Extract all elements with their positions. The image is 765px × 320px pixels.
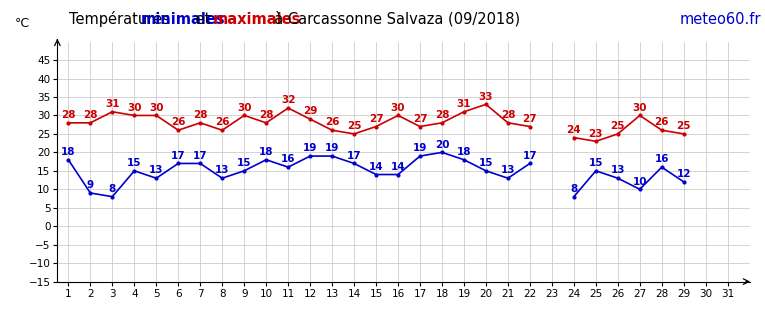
Text: 17: 17 — [347, 151, 361, 161]
Text: 28: 28 — [61, 110, 76, 120]
Text: 25: 25 — [610, 121, 625, 131]
Text: 17: 17 — [193, 151, 207, 161]
Text: 13: 13 — [500, 165, 515, 175]
Text: 15: 15 — [127, 158, 142, 168]
Text: 26: 26 — [325, 117, 340, 127]
Text: 13: 13 — [215, 165, 230, 175]
Text: 18: 18 — [61, 147, 76, 157]
Text: 28: 28 — [500, 110, 515, 120]
Text: 26: 26 — [215, 117, 230, 127]
Text: 9: 9 — [86, 180, 94, 190]
Text: 19: 19 — [413, 143, 427, 153]
Text: 27: 27 — [522, 114, 537, 124]
Text: 16: 16 — [655, 154, 669, 164]
Text: 14: 14 — [391, 162, 405, 172]
Text: 31: 31 — [457, 99, 471, 109]
Text: 30: 30 — [237, 103, 252, 113]
Text: 25: 25 — [676, 121, 691, 131]
Text: maximales: maximales — [213, 12, 301, 27]
Text: 30: 30 — [633, 103, 647, 113]
Text: et: et — [191, 12, 215, 27]
Text: 16: 16 — [281, 154, 295, 164]
Text: 31: 31 — [105, 99, 119, 109]
Text: 24: 24 — [567, 125, 581, 135]
Text: 28: 28 — [193, 110, 207, 120]
Text: 15: 15 — [588, 158, 603, 168]
Text: 28: 28 — [435, 110, 449, 120]
Text: Températures: Températures — [69, 11, 174, 27]
Text: 18: 18 — [259, 147, 273, 157]
Text: 25: 25 — [347, 121, 361, 131]
Text: 32: 32 — [281, 95, 295, 105]
Text: 18: 18 — [457, 147, 471, 157]
Text: 19: 19 — [325, 143, 340, 153]
Text: 29: 29 — [303, 106, 317, 116]
Text: meteo60.fr: meteo60.fr — [679, 12, 761, 27]
Text: 19: 19 — [303, 143, 317, 153]
Text: 8: 8 — [570, 184, 578, 194]
Text: 17: 17 — [171, 151, 186, 161]
Text: 15: 15 — [237, 158, 252, 168]
Text: 12: 12 — [676, 169, 691, 179]
Text: 13: 13 — [149, 165, 164, 175]
Text: 26: 26 — [655, 117, 669, 127]
Text: 33: 33 — [479, 92, 493, 101]
Text: 28: 28 — [259, 110, 273, 120]
Text: 23: 23 — [588, 129, 603, 139]
Text: 30: 30 — [391, 103, 405, 113]
Text: 27: 27 — [412, 114, 428, 124]
Text: 14: 14 — [369, 162, 383, 172]
Text: 27: 27 — [369, 114, 383, 124]
Text: 30: 30 — [149, 103, 164, 113]
Text: à Carcassonne Salvaza (09/2018): à Carcassonne Salvaza (09/2018) — [265, 12, 519, 27]
Text: 10: 10 — [633, 177, 647, 187]
Text: 17: 17 — [522, 151, 537, 161]
Text: minimales: minimales — [141, 12, 226, 27]
Text: 20: 20 — [435, 140, 449, 149]
Text: 15: 15 — [479, 158, 493, 168]
Text: 13: 13 — [610, 165, 625, 175]
Text: 30: 30 — [127, 103, 142, 113]
Text: 26: 26 — [171, 117, 185, 127]
Text: 8: 8 — [109, 184, 116, 194]
Text: 28: 28 — [83, 110, 98, 120]
Text: °C: °C — [15, 17, 30, 30]
